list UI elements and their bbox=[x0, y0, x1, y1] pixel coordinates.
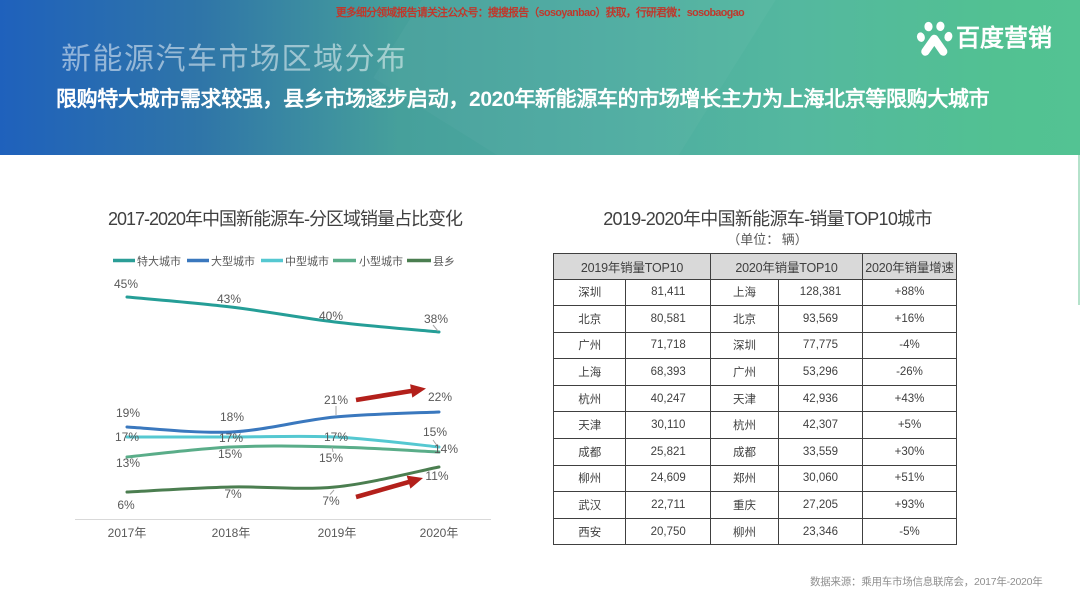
svg-text:11%: 11% bbox=[425, 469, 448, 483]
svg-text:中型城市: 中型城市 bbox=[285, 254, 329, 268]
svg-text:15%: 15% bbox=[423, 425, 447, 439]
svg-text:7%: 7% bbox=[322, 494, 340, 508]
svg-text:18%: 18% bbox=[220, 410, 244, 424]
svg-text:小型城市: 小型城市 bbox=[359, 254, 403, 268]
svg-text:38%: 38% bbox=[424, 312, 448, 326]
svg-text:特大城市: 特大城市 bbox=[137, 254, 181, 268]
svg-text:43%: 43% bbox=[217, 292, 241, 306]
svg-text:21%: 21% bbox=[324, 393, 348, 407]
svg-text:19%: 19% bbox=[116, 406, 140, 420]
svg-text:22%: 22% bbox=[428, 390, 452, 404]
svg-text:15%: 15% bbox=[319, 451, 343, 465]
svg-text:17%: 17% bbox=[115, 430, 139, 444]
svg-text:大型城市: 大型城市 bbox=[211, 254, 255, 268]
svg-text:2019年: 2019年 bbox=[318, 526, 357, 540]
svg-text:17%: 17% bbox=[324, 430, 348, 444]
svg-text:45%: 45% bbox=[114, 277, 138, 291]
svg-text:15%: 15% bbox=[218, 447, 242, 461]
svg-text:2018年: 2018年 bbox=[212, 526, 251, 540]
svg-text:14%: 14% bbox=[434, 442, 458, 456]
svg-text:7%: 7% bbox=[224, 487, 242, 501]
svg-text:17%: 17% bbox=[219, 431, 243, 445]
svg-text:百度营销: 百度营销 bbox=[956, 24, 1052, 52]
svg-text:40%: 40% bbox=[319, 309, 343, 323]
svg-text:2017年: 2017年 bbox=[108, 526, 147, 540]
svg-text:6%: 6% bbox=[117, 498, 135, 512]
svg-text:县乡: 县乡 bbox=[433, 255, 455, 268]
svg-text:13%: 13% bbox=[116, 456, 140, 470]
svg-text:2020年: 2020年 bbox=[420, 526, 459, 540]
